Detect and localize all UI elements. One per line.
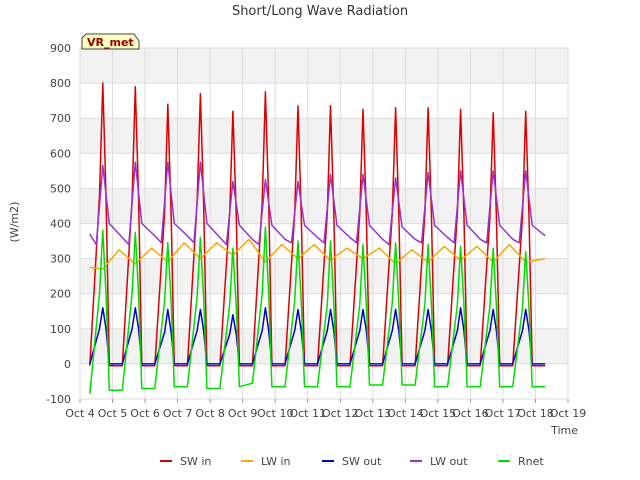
x-axis: Oct 4 Oct 5 Oct 6 Oct 7 Oct 8 Oct 9 Oct 10Oct …: [65, 399, 586, 420]
y-tick-label: 0: [64, 358, 71, 371]
legend-label: SW out: [342, 455, 382, 468]
x-tick-label: Oct 13: [355, 407, 392, 420]
y-tick-label: 900: [50, 42, 71, 55]
y-tick-label: 500: [50, 182, 71, 195]
y-tick-label: 600: [50, 147, 71, 160]
y-axis-label: (W/m2): [8, 202, 21, 243]
x-tick-label: Oct 12: [322, 407, 359, 420]
legend-item: Rnet: [498, 455, 544, 468]
y-tick-label: 800: [50, 77, 71, 90]
plot-band: [80, 48, 568, 84]
station-label-box: VR_met: [81, 33, 140, 50]
x-tick-label: Oct 18: [517, 407, 554, 420]
y-tick-label: 300: [50, 253, 71, 266]
x-tick-label: Oct 15: [420, 407, 457, 420]
x-tick-label: Oct 6: [130, 407, 160, 420]
x-tick-label: Oct 19: [550, 407, 587, 420]
legend-label: Rnet: [518, 455, 544, 468]
x-tick-label: Oct 11: [289, 407, 326, 420]
legend-item: SW out: [322, 455, 382, 468]
x-axis-label: Time: [550, 424, 578, 437]
legend-item: LW in: [241, 455, 291, 468]
legend-label: SW in: [180, 455, 211, 468]
legend: SW in LW in SW out LW out Rnet: [160, 455, 544, 468]
x-tick-label: Oct 7: [163, 407, 193, 420]
series-line-lw-out: [89, 161, 546, 246]
x-tick-label: Oct 16: [452, 407, 489, 420]
series-line-lw-in: [89, 238, 546, 270]
legend-label: LW in: [261, 455, 291, 468]
y-tick-label: 700: [50, 112, 71, 125]
legend-label: LW out: [430, 455, 468, 468]
x-tick-label: Oct 4: [65, 407, 95, 420]
station-label: VR_met: [87, 36, 134, 49]
legend-item: SW in: [160, 455, 211, 468]
y-axis: -100 0 100 200 300 400 500 600 700 800 900: [46, 42, 71, 406]
series-line-sw-in: [89, 82, 546, 367]
y-tick-label: 400: [50, 218, 71, 231]
legend-item: LW out: [410, 455, 468, 468]
x-tick-label: Oct 9: [228, 407, 258, 420]
x-tick-label: Oct 17: [485, 407, 522, 420]
plot-band: [80, 118, 568, 154]
series-line-rnet: [89, 226, 546, 394]
x-tick-label: Oct 5: [98, 407, 128, 420]
y-tick-label: 200: [50, 288, 71, 301]
y-tick-label: -100: [46, 393, 71, 406]
grid-lines: [79, 47, 569, 400]
x-tick-label: Oct 14: [387, 407, 424, 420]
chart-title: Short/Long Wave Radiation: [232, 4, 408, 19]
x-tick-label: Oct 10: [257, 407, 294, 420]
plot-band: [80, 188, 568, 224]
station-label-frame: [81, 33, 140, 50]
y-tick-label: 100: [50, 323, 71, 336]
x-tick-label: Oct 8: [195, 407, 225, 420]
series-layer: [89, 82, 546, 394]
